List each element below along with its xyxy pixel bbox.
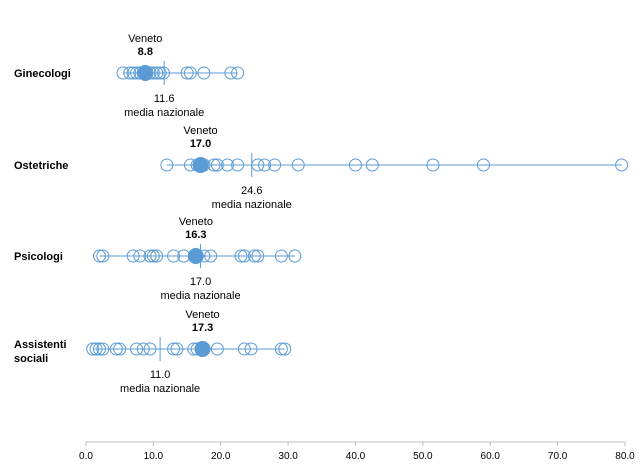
region-point	[153, 66, 167, 80]
region-point	[86, 342, 100, 356]
category-label: Ostetriche	[14, 160, 68, 172]
region-point	[220, 158, 234, 172]
region-point	[274, 342, 288, 356]
region-point	[123, 66, 137, 80]
national-average-label: media nazionale	[212, 199, 292, 211]
x-tick-label: 50.0	[413, 451, 433, 462]
veneto-point	[137, 65, 154, 81]
region-point	[170, 342, 184, 356]
national-value-label: 17.0	[190, 276, 211, 288]
region-point	[237, 342, 251, 356]
region-point	[116, 66, 130, 80]
region-point	[130, 342, 144, 356]
region-point	[291, 158, 305, 172]
category-label: sociali	[14, 353, 48, 365]
region-point	[231, 66, 245, 80]
national-average-label: media nazionale	[124, 107, 204, 119]
veneto-point	[187, 248, 204, 264]
region-point	[234, 249, 248, 263]
region-point	[237, 249, 251, 263]
region-point	[210, 342, 224, 356]
region-point	[278, 342, 292, 356]
region-point	[247, 249, 261, 263]
x-tick-label: 30.0	[278, 451, 298, 462]
national-value-label: 11.6	[154, 93, 175, 105]
region-point	[92, 249, 106, 263]
category-label: Ginecologi	[14, 68, 71, 80]
veneto-label: Veneto	[185, 309, 219, 321]
veneto-point	[194, 341, 211, 357]
category-label: Assistenti	[14, 339, 67, 351]
region-point	[136, 342, 150, 356]
region-point	[113, 342, 127, 356]
x-tick-label: 40.0	[346, 451, 366, 462]
region-point	[426, 158, 440, 172]
region-point	[150, 249, 164, 263]
region-point	[258, 158, 272, 172]
region-point	[143, 249, 157, 263]
veneto-label: Veneto	[179, 216, 213, 228]
region-point	[615, 158, 629, 172]
region-point	[244, 342, 258, 356]
national-value-label: 24.6	[241, 185, 262, 197]
region-point	[251, 249, 265, 263]
region-point	[183, 66, 197, 80]
region-point	[365, 158, 379, 172]
region-point	[96, 249, 110, 263]
x-tick-label: 0.0	[79, 451, 93, 462]
region-point	[197, 66, 211, 80]
region-point	[288, 249, 302, 263]
x-tick-label: 80.0	[615, 451, 635, 462]
region-point	[204, 249, 218, 263]
national-value-label: 11.0	[150, 369, 171, 381]
veneto-value-label: 16.3	[185, 229, 206, 241]
region-point	[160, 158, 174, 172]
national-average-label: media nazionale	[120, 383, 200, 395]
region-point	[268, 158, 282, 172]
region-point	[167, 249, 181, 263]
region-point	[477, 158, 491, 172]
region-point	[92, 342, 106, 356]
region-point	[126, 249, 140, 263]
region-point	[89, 342, 103, 356]
veneto-value-label: 17.3	[192, 322, 213, 334]
region-point	[231, 158, 245, 172]
region-point	[210, 158, 224, 172]
region-point	[133, 249, 147, 263]
region-point	[96, 342, 110, 356]
region-point	[349, 158, 362, 172]
region-point	[109, 342, 123, 356]
region-point	[146, 249, 160, 263]
veneto-label: Veneto	[128, 33, 162, 45]
veneto-label: Veneto	[183, 125, 217, 137]
x-tick-label: 60.0	[481, 451, 501, 462]
veneto-point	[192, 157, 209, 173]
region-point	[180, 66, 194, 80]
veneto-value-label: 17.0	[190, 138, 211, 150]
region-point	[224, 66, 238, 80]
region-point	[274, 249, 288, 263]
national-average-label: media nazionale	[160, 290, 240, 302]
x-tick-label: 70.0	[548, 451, 568, 462]
region-point	[143, 342, 157, 356]
category-label: Psicologi	[14, 251, 63, 263]
region-point	[167, 342, 181, 356]
x-tick-label: 10.0	[144, 451, 164, 462]
x-tick-label: 20.0	[211, 451, 231, 462]
region-point	[156, 66, 170, 80]
veneto-value-label: 8.8	[138, 46, 153, 58]
